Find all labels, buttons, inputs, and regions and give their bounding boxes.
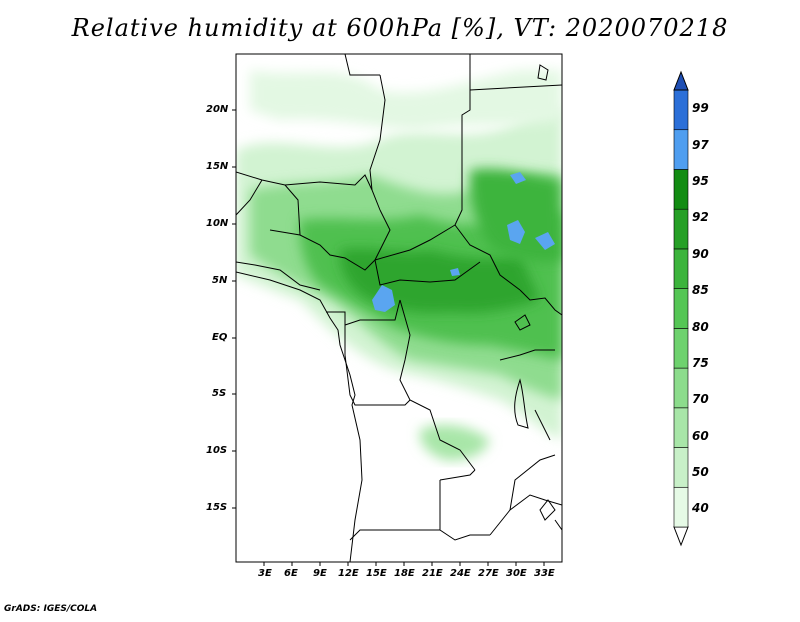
- border-line: [349, 529, 440, 541]
- humidity-field: [236, 70, 562, 461]
- border-line: [439, 469, 476, 481]
- colorbar-box: [673, 208, 689, 250]
- colorbar-box: [673, 486, 689, 528]
- colorbar-label: 80: [692, 320, 709, 334]
- lake-line: [514, 378, 529, 429]
- lon-tick-label: 33E: [534, 568, 555, 579]
- border-line: [326, 299, 401, 326]
- colorbar-box: [673, 407, 689, 448]
- border-line: [284, 184, 301, 236]
- colorbar-box: [673, 169, 689, 210]
- colorbar-label: 90: [692, 247, 709, 261]
- lon-tick-label: 27E: [478, 568, 499, 579]
- border-line: [439, 480, 490, 541]
- colorbar-box: [673, 129, 689, 170]
- blue-spot-ne1: [507, 220, 525, 244]
- coast-line: [236, 271, 363, 562]
- border-line: [379, 74, 386, 141]
- colorbar-label: 97: [692, 138, 709, 152]
- blue-spot-congo: [372, 285, 395, 312]
- lake-line: [534, 409, 551, 441]
- colorbar: [673, 70, 689, 547]
- colorbar-box: [673, 328, 689, 369]
- lon-tick-label: 12E: [338, 568, 359, 579]
- border-line: [454, 224, 521, 291]
- blue-spot-ne4: [450, 268, 460, 276]
- border-line: [469, 84, 562, 91]
- lat-tick-label: 10S: [206, 445, 228, 456]
- colorbar-label: 92: [692, 210, 709, 224]
- chart-title: Relative humidity at 600hPa [%], VT: 202…: [71, 14, 729, 42]
- colorbar-box: [673, 367, 689, 409]
- colorbar-label: 99: [692, 101, 709, 115]
- border-line: [454, 54, 471, 226]
- lake-line: [539, 499, 556, 521]
- lat-tick-label: 15N: [206, 161, 229, 172]
- border-line: [344, 325, 411, 406]
- colorbar-label: 70: [692, 392, 709, 406]
- colorbar-low-triangle: [673, 526, 689, 547]
- blue-spot-ne3: [535, 232, 555, 250]
- field-south-patch: [419, 424, 490, 461]
- lon-tick-marks: [263, 562, 545, 566]
- lon-tick-label: 21E: [422, 568, 443, 579]
- border-line: [489, 494, 562, 536]
- lat-tick-label: 10N: [206, 218, 229, 229]
- colorbar-box: [673, 447, 689, 488]
- border-line: [519, 289, 562, 316]
- lon-tick-label: 24E: [450, 568, 471, 579]
- lat-tick-label: 20N: [206, 104, 229, 115]
- colorbar-box: [673, 248, 689, 289]
- field-upper-light: [250, 70, 562, 130]
- border-line: [344, 54, 380, 76]
- lon-tick-label: 6E: [284, 568, 298, 579]
- lat-tick-label: 5S: [212, 388, 227, 399]
- lake-line: [514, 314, 531, 331]
- credit-text: GrADS: IGES/COLA: [4, 604, 98, 614]
- lon-tick-label: 18E: [394, 568, 415, 579]
- border-line: [236, 261, 321, 291]
- lon-tick-label: 9E: [313, 568, 327, 579]
- lat-tick-label: 15S: [206, 502, 228, 513]
- border-line: [374, 209, 481, 286]
- lake-line: [554, 519, 562, 531]
- lat-tick-label: 5N: [212, 275, 228, 286]
- lat-tick-label: EQ: [212, 332, 228, 343]
- colorbar-label: 40: [692, 501, 709, 515]
- colorbar-box: [673, 89, 689, 131]
- colorbar-label: 60: [692, 429, 709, 443]
- blue-spot-ne2: [510, 172, 526, 184]
- colorbar-label: 75: [692, 356, 709, 370]
- lon-tick-label: 15E: [366, 568, 387, 579]
- lake-line: [537, 64, 549, 81]
- lon-tick-label: 30E: [506, 568, 527, 579]
- border-line: [236, 171, 381, 211]
- borders: [236, 54, 562, 562]
- border-line: [369, 139, 381, 191]
- colorbar-label: 85: [692, 283, 709, 297]
- border-line: [374, 224, 456, 261]
- border-line: [499, 349, 555, 361]
- border-line: [509, 454, 556, 511]
- colorbar-box: [673, 288, 689, 329]
- border-line: [236, 179, 263, 216]
- colorbar-high-triangle: [673, 70, 689, 91]
- map-frame: [235, 53, 563, 563]
- colorbar-label: 50: [692, 465, 709, 479]
- lat-tick-marks: [232, 109, 236, 509]
- colorbar-label: 95: [692, 174, 709, 188]
- lon-tick-label: 3E: [258, 568, 272, 579]
